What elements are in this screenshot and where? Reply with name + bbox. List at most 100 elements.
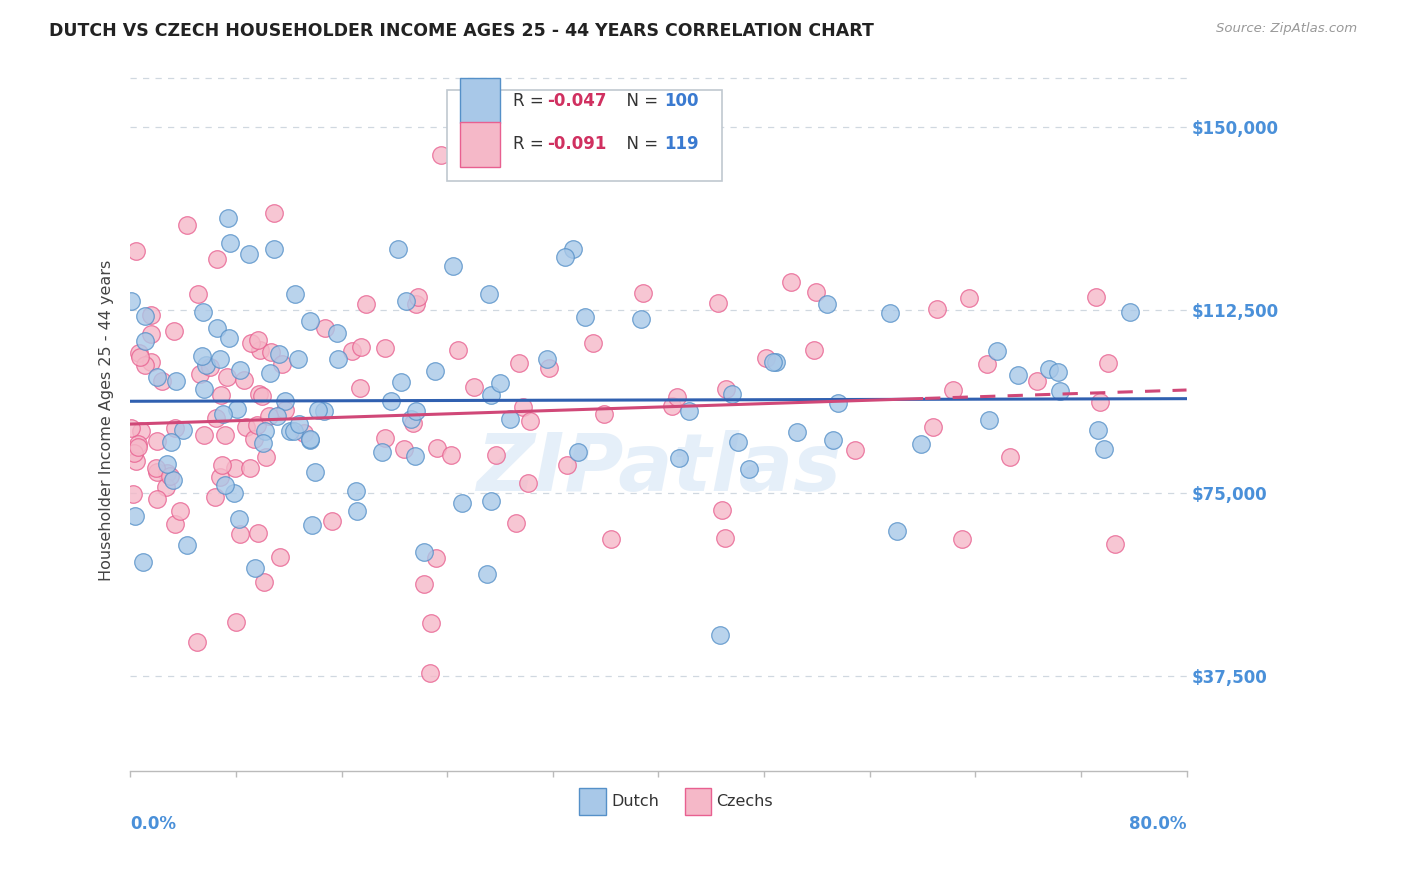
Point [380, 393, 402, 408]
Point [191, 305, 214, 319]
Point [141, 308, 163, 322]
Point [412, 545, 434, 559]
Point [668, 451, 690, 466]
Point [156, 457, 179, 471]
Point [267, 347, 290, 361]
Point [228, 363, 250, 377]
Text: 80.0%: 80.0% [1129, 815, 1187, 833]
Point [134, 359, 156, 373]
Point [218, 331, 240, 345]
Text: Czechs: Czechs [717, 794, 773, 809]
Point [599, 532, 621, 546]
Point [222, 486, 245, 500]
Point [156, 466, 179, 480]
Text: -0.047: -0.047 [547, 92, 607, 110]
Point [145, 460, 167, 475]
Point [209, 388, 232, 402]
Point [218, 235, 240, 250]
Point [440, 448, 463, 462]
Point [350, 340, 373, 354]
Point [804, 285, 827, 299]
Point [665, 390, 688, 404]
Point [187, 286, 209, 301]
Point [155, 480, 177, 494]
Point [217, 211, 239, 225]
Point [125, 244, 148, 258]
Point [517, 475, 540, 490]
Point [278, 425, 301, 439]
Point [879, 306, 901, 320]
Point [298, 314, 321, 328]
Point [419, 616, 441, 631]
Point [287, 351, 309, 366]
Point [134, 334, 156, 348]
Point [205, 321, 228, 335]
Point [910, 436, 932, 450]
Point [413, 577, 436, 591]
Point [326, 326, 349, 341]
Point [274, 394, 297, 409]
Point [519, 414, 541, 428]
Point [131, 424, 153, 438]
Point [346, 504, 368, 518]
Point [567, 445, 589, 459]
Point [1118, 304, 1140, 318]
Point [1092, 442, 1115, 456]
Point [986, 344, 1008, 359]
FancyBboxPatch shape [579, 789, 606, 815]
Point [762, 355, 785, 369]
Point [150, 374, 173, 388]
Point [481, 494, 503, 508]
Point [208, 351, 231, 366]
Point [1097, 356, 1119, 370]
Point [977, 413, 1000, 427]
Point [803, 343, 825, 357]
Point [321, 514, 343, 528]
Point [786, 425, 808, 439]
Point [243, 432, 266, 446]
Point [1007, 368, 1029, 382]
Point [426, 441, 449, 455]
Point [122, 445, 145, 459]
Point [430, 148, 453, 162]
Point [1038, 362, 1060, 376]
Y-axis label: Householder Income Ages 25 - 44 years: Householder Income Ages 25 - 44 years [100, 260, 114, 581]
Point [561, 242, 583, 256]
Point [176, 538, 198, 552]
Point [124, 508, 146, 523]
Point [247, 526, 270, 541]
Text: R =: R = [513, 92, 548, 110]
Point [198, 359, 221, 374]
Point [163, 421, 186, 435]
Point [193, 382, 215, 396]
Point [245, 418, 267, 433]
Point [401, 411, 423, 425]
Point [927, 302, 949, 317]
Point [121, 421, 143, 435]
Point [243, 561, 266, 575]
Point [1088, 395, 1111, 409]
Point [165, 374, 187, 388]
Point [342, 343, 364, 358]
Point [538, 361, 561, 376]
Point [159, 468, 181, 483]
Point [582, 336, 605, 351]
Point [451, 496, 474, 510]
Point [226, 402, 249, 417]
FancyBboxPatch shape [447, 89, 721, 181]
Point [274, 403, 297, 417]
Point [463, 380, 485, 394]
Point [127, 437, 149, 451]
Text: DUTCH VS CZECH HOUSEHOLDER INCOME AGES 25 - 44 YEARS CORRELATION CHART: DUTCH VS CZECH HOUSEHOLDER INCOME AGES 2… [49, 22, 875, 40]
Point [554, 250, 576, 264]
Point [976, 357, 998, 371]
Point [950, 532, 973, 546]
Point [1104, 537, 1126, 551]
Point [204, 490, 226, 504]
Point [710, 502, 733, 516]
Point [1084, 289, 1107, 303]
Point [536, 352, 558, 367]
Point [120, 293, 142, 308]
Point [146, 465, 169, 479]
Point [1025, 374, 1047, 388]
